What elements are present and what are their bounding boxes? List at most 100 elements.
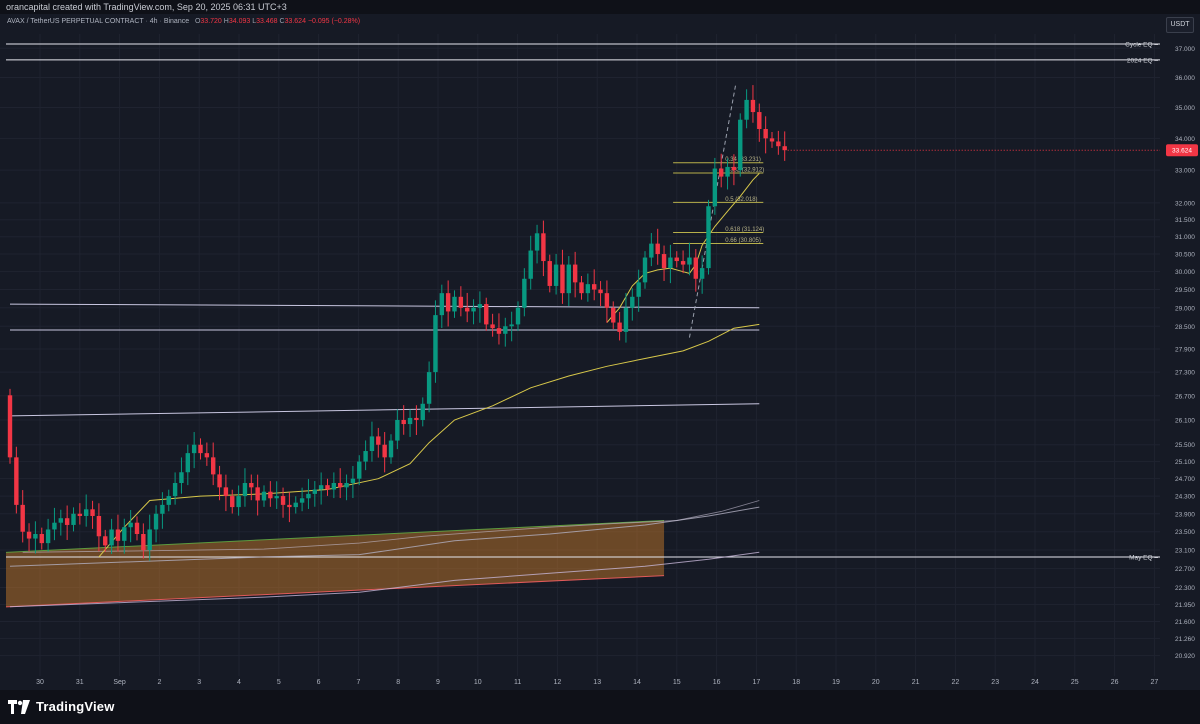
y-tick-label: 27.900 <box>1175 346 1195 353</box>
candle-body <box>96 515 102 537</box>
x-tick-label: 13 <box>593 679 601 686</box>
x-tick-label: 20 <box>872 679 880 686</box>
fib-level-label: 0.5 (32.018) <box>725 197 757 203</box>
candle-body <box>611 307 616 323</box>
open-key: O <box>194 18 201 25</box>
candle-body <box>58 518 63 523</box>
support-zone-bottom-edge <box>5 575 665 608</box>
high-value: 34.093 <box>228 18 251 25</box>
y-tick-label: 23.900 <box>1175 511 1195 518</box>
fib-level-label: 0.382 (32.912) <box>725 167 764 173</box>
candle-body <box>744 99 749 120</box>
candle-body <box>509 324 514 327</box>
x-tick-label: 12 <box>554 679 562 686</box>
change-value: −0.095 (−0.28%) <box>307 18 361 25</box>
candle-body <box>706 206 711 269</box>
candle-body <box>103 536 108 546</box>
y-tick-label: 28.500 <box>1175 324 1195 331</box>
low-key: L <box>252 18 257 25</box>
candle-body <box>166 496 171 505</box>
candle-body <box>344 483 349 488</box>
interval-label[interactable]: 4h <box>149 18 158 25</box>
candle-body <box>534 233 540 251</box>
candle-body <box>630 296 635 308</box>
fib-level-label: 0.66 (30.805) <box>725 238 761 244</box>
candle-body <box>211 457 216 475</box>
candle-body <box>617 322 622 332</box>
x-tick-label: 9 <box>436 679 440 686</box>
candle-body <box>719 168 724 177</box>
candle-body <box>160 504 165 514</box>
candle-body <box>484 304 489 325</box>
tradingview-brand[interactable]: TradingView <box>8 699 115 714</box>
close-key: C <box>279 18 285 25</box>
candle-body <box>376 436 381 445</box>
candle-body <box>14 457 19 505</box>
candle-body <box>357 461 362 479</box>
footer-bar: TradingView <box>0 690 1200 724</box>
x-tick-label: 27 <box>1151 679 1159 686</box>
candle-body <box>217 474 222 488</box>
candle-body <box>553 264 559 286</box>
candle-body <box>414 417 419 420</box>
y-tick-label: 33.000 <box>1175 168 1195 175</box>
open-value: 33.720 <box>200 18 222 25</box>
level-label: May EQ – <box>1129 554 1158 561</box>
candle-body <box>84 509 89 516</box>
symbol-legend[interactable]: AVAX / TetherUS PERPETUAL CONTRACT · 4h … <box>7 18 361 25</box>
y-tick-label: 27.300 <box>1175 370 1195 377</box>
candle-body <box>445 293 451 312</box>
candle-body <box>153 513 159 530</box>
x-tick-label: 21 <box>912 679 920 686</box>
y-tick-label: 29.500 <box>1175 287 1195 294</box>
candle-body <box>433 315 438 373</box>
y-tick-label: 22.700 <box>1175 566 1195 573</box>
candle-body <box>655 243 660 255</box>
moving-average-line <box>9 551 760 608</box>
candle-body <box>782 146 787 151</box>
candle-body <box>280 496 286 505</box>
candle-body <box>134 522 140 534</box>
y-tick-label: 36.000 <box>1175 75 1195 82</box>
currency-button[interactable]: USDT <box>1166 17 1194 33</box>
y-tick-label: 23.100 <box>1175 548 1195 555</box>
x-tick-label: 17 <box>753 679 761 686</box>
y-tick-label: 21.950 <box>1175 602 1195 609</box>
candle-body <box>426 372 432 404</box>
candle-body <box>172 483 178 497</box>
candle-body <box>179 472 184 484</box>
candle-body <box>750 99 756 113</box>
x-tick-label: 10 <box>474 679 482 686</box>
fib-level-label: 0.34 (33.231) <box>725 157 761 163</box>
level-label: Cycle EQ – <box>1125 41 1158 48</box>
candle-body <box>71 513 76 525</box>
credit-text: orancapital created with TradingView.com… <box>6 2 287 12</box>
candle-body <box>528 250 533 279</box>
tradingview-logo-icon <box>8 699 30 714</box>
candle-body <box>223 487 229 497</box>
y-tick-label: 20.920 <box>1175 653 1195 660</box>
candle-body <box>274 496 279 499</box>
candle-body <box>318 485 324 490</box>
candle-body <box>261 491 267 501</box>
candle-body <box>242 483 248 497</box>
candle-body <box>198 444 203 454</box>
high-key: H <box>223 18 229 25</box>
candle-body <box>363 451 368 462</box>
candle-body <box>20 504 25 532</box>
candle-body <box>522 278 527 308</box>
candle-body <box>45 529 51 544</box>
candle-body <box>572 264 578 283</box>
candle-body <box>325 485 330 490</box>
candle-body <box>439 293 444 316</box>
candle-body <box>547 261 552 286</box>
candle-body <box>141 533 146 551</box>
candle-body <box>90 509 95 516</box>
symbol-name[interactable]: AVAX / TetherUS PERPETUAL CONTRACT <box>7 18 144 25</box>
y-tick-label: 23.500 <box>1175 529 1195 536</box>
candle-body <box>26 531 32 539</box>
y-tick-label: 22.300 <box>1175 585 1195 592</box>
candle-body <box>458 296 464 308</box>
candle-body <box>452 296 457 312</box>
